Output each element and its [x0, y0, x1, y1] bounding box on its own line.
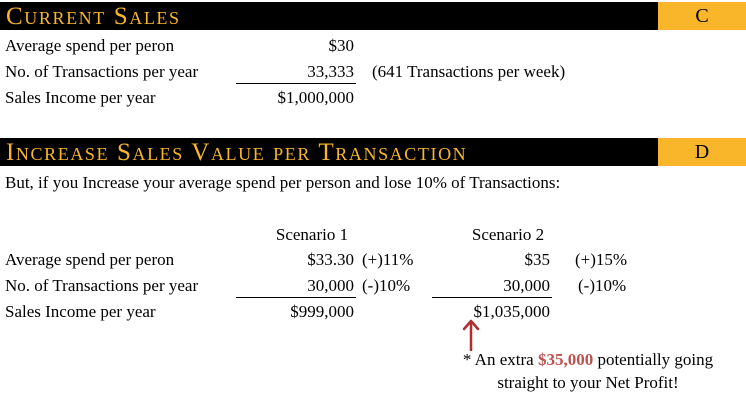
up-arrow-icon: [462, 319, 480, 351]
d-s1-value: 30,000: [307, 276, 354, 295]
c-row-value: $30: [328, 36, 355, 55]
c-row-label: Average spend per peron: [5, 36, 175, 55]
d-row-label: Sales Income per year: [5, 302, 156, 321]
section-d-tag: D: [658, 138, 746, 166]
section-d-intro: But, if you Increase your average spend …: [5, 173, 561, 192]
d-s2-value: 30,000: [503, 276, 550, 295]
scenario-1-header: Scenario 1: [275, 225, 349, 244]
callout-line-2: straight to your Net Profit!: [497, 373, 679, 392]
d-s2-value: $35: [524, 250, 551, 269]
d-s1-change: (-)10%: [362, 276, 411, 295]
callout-prefix: * An extra: [462, 350, 538, 369]
d-s2-change: (+)15%: [575, 250, 628, 269]
callout-suffix: potentially going: [593, 350, 714, 369]
c-sum-underline: [236, 83, 356, 84]
scenario-2-header: Scenario 2: [471, 225, 545, 244]
c-row-note: (641 Transactions per week): [372, 62, 566, 81]
d-s1-change: (+)11%: [362, 250, 414, 269]
d-row-label: Average spend per peron: [5, 250, 175, 269]
callout-highlight: $35,000: [537, 350, 594, 369]
c-row-value: 33,333: [307, 62, 354, 81]
c-row-label: Sales Income per year: [5, 88, 156, 107]
profit-callout: * An extra $35,000 potentially going str…: [432, 348, 744, 394]
d-s1-value: $33.30: [307, 250, 354, 269]
c-row-value: $1,000,000: [277, 88, 355, 107]
section-d-header: Increase Sales Value per Transaction D: [0, 138, 746, 166]
callout-line-1: * An extra $35,000 potentially going: [432, 348, 744, 371]
section-c-tag: C: [658, 2, 746, 30]
d-s1-value: $999,000: [290, 302, 354, 321]
c-row-label: No. of Transactions per year: [5, 62, 199, 81]
section-d-title: Increase Sales Value per Transaction: [6, 139, 468, 166]
d-s2-value: $1,035,000: [473, 302, 551, 321]
section-c-header: Current Sales C: [0, 2, 746, 30]
d-s2-sum-underline: [432, 297, 552, 298]
d-s1-sum-underline: [236, 297, 356, 298]
d-s2-change: (-)10%: [578, 276, 627, 295]
section-c-title: Current Sales: [6, 3, 181, 30]
d-row-label: No. of Transactions per year: [5, 276, 199, 295]
